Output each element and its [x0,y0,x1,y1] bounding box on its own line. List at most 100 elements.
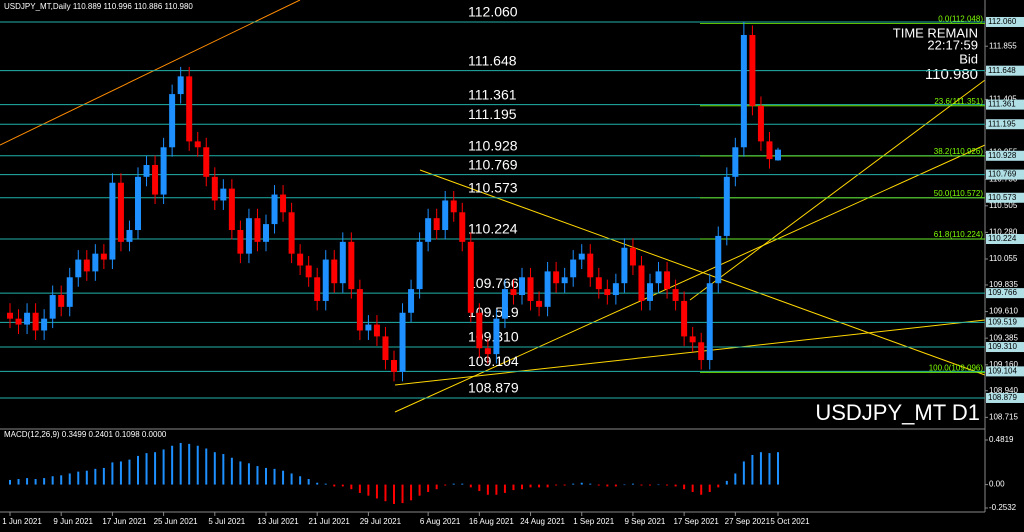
macd-bar [239,461,242,485]
level-label: 112.060 [468,4,518,20]
macd-bar [563,484,566,486]
level-label: 110.769 [468,156,518,172]
level-tag-label: 110.573 [988,193,1017,202]
level-tag [986,192,1024,203]
chart-title: USDJPY_MT,Daily 110.889 110.996 110.886 … [4,2,193,11]
fib-label: 100.0(109.096) [929,363,984,372]
macd-bar [589,483,592,485]
macd-bar [631,483,634,485]
x-tick-label: 13 Jul 2021 [257,517,299,526]
timer-label: TIME REMAIN [893,25,978,40]
candle-body [83,259,90,272]
x-tick-label: 25 Jun 2021 [154,517,199,526]
trendline [394,319,986,386]
macd-bar [580,482,583,485]
x-tick-label: 17 Jun 2021 [102,517,147,526]
candle-body [92,253,99,272]
level-tag-label: 109.519 [988,317,1017,326]
candle-body [7,312,13,319]
macd-bar [751,454,754,485]
fib-label: 50.0(110.572) [934,189,984,198]
candle-body [152,165,159,195]
macd-bar [273,468,276,485]
bid-value: 110.980 [925,66,978,83]
level-tag [986,169,1024,180]
macd-title: MACD(12,26,9) 0.3499 0.2401 0.1098 0.000… [4,430,167,439]
level-label: 109.519 [468,304,519,320]
level-tag-label: 111.648 [988,66,1016,75]
candle-body [280,194,287,213]
macd-bar [179,442,182,485]
level-label: 111.648 [468,52,517,68]
macd-bar [341,484,344,487]
candle-body [211,176,218,201]
macd-bar [734,473,737,485]
candle-body [493,318,500,355]
macd-bar [85,470,88,485]
macd-bar [213,452,216,485]
macd-bar [196,445,199,485]
macd-bar [188,443,191,485]
candle-body [766,141,773,160]
candle-body [41,318,48,331]
level-tag-label: 112.060 [988,17,1017,26]
candle-body [373,324,380,337]
candle-body [544,271,551,307]
macd-bar [623,484,626,486]
candle-body [476,312,483,349]
trendline [394,144,986,413]
x-tick-label: 5 Jul 2021 [208,517,245,526]
candle-body [655,271,662,284]
x-tick-label: 17 Sep 2021 [673,517,719,526]
candle-body [595,277,602,290]
macd-bar [230,457,233,485]
macd-bar [128,459,131,485]
trendlines [0,0,986,413]
macd-bar [657,484,660,486]
candle-body [706,283,713,361]
macd-bar [486,484,489,495]
level-label: 110.928 [468,137,518,153]
candle-body [348,241,355,290]
level-tag [986,65,1024,76]
macd-bar [367,484,370,496]
macd-bar [640,484,643,486]
fib-label: 38.2(110.926) [934,147,984,156]
x-tick-label: 1 Jun 2021 [2,517,42,526]
x-tick-label: 24 Aug 2021 [520,517,565,526]
candle-body [117,182,124,242]
candle-body [425,218,432,242]
candle-body [356,289,363,331]
level-tag [986,366,1024,377]
candle-body [433,218,440,231]
candle-body [510,289,517,296]
fib-label: 61.8(110.224) [934,230,984,239]
candle-body [664,271,671,290]
level-label: 108.879 [468,380,519,396]
macd-bar [222,454,225,485]
candle-body [459,212,466,242]
y-tick-label: 109.160 [989,360,1018,369]
trendline [689,79,986,301]
y-tick-label: 108.715 [989,412,1018,421]
level-label: 110.224 [468,221,518,237]
fib-label: 23.6(111.351) [934,97,983,106]
candle-body [100,253,107,260]
macd-bar [521,484,523,490]
macd-bar [358,484,361,493]
level-tag-label: 108.879 [988,393,1017,402]
level-label: 111.361 [468,86,517,102]
macd-bar [265,467,267,485]
macd-bar [307,479,310,485]
macd-bar [674,484,677,487]
candle-body [484,348,491,355]
level-tag-label: 111.195 [988,119,1016,128]
macd-bar [538,484,541,488]
candle-body [15,318,22,325]
macd-bar [68,473,71,485]
y-tick-label: 111.855 [989,41,1017,50]
macd-bar [666,484,669,486]
level-label: 111.195 [468,106,517,122]
